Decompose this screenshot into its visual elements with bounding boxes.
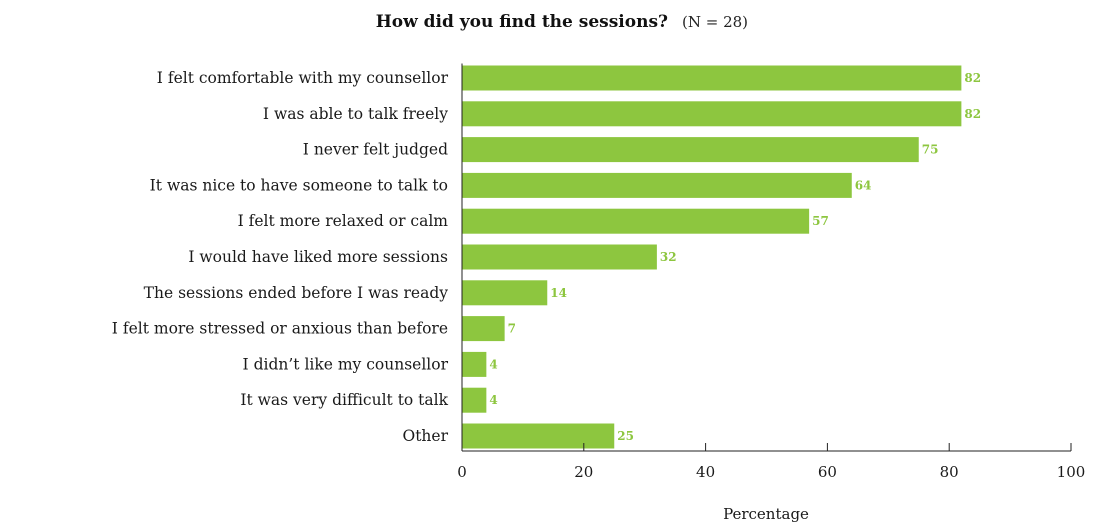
category-label: I was able to talk freely [263, 105, 448, 123]
x-tick-label: 80 [940, 463, 959, 481]
category-labels: I felt comfortable with my counsellor I w… [112, 69, 449, 445]
x-axis: 0 20 40 60 80 100 [457, 443, 1085, 481]
x-tick-label: 60 [818, 463, 837, 481]
x-tick-label: 0 [457, 463, 467, 481]
bar [462, 423, 615, 449]
category-label: I felt more relaxed or calm [238, 212, 449, 230]
bar [462, 137, 919, 163]
category-label: The sessions ended before I was ready [144, 284, 449, 302]
chart-subtitle: (N = 28) [682, 13, 748, 31]
bar [462, 65, 962, 91]
data-label: 57 [812, 214, 829, 228]
data-label: 4 [489, 393, 497, 407]
bar [462, 172, 852, 198]
category-label: Other [402, 427, 448, 445]
bar [462, 387, 487, 413]
category-label: I felt comfortable with my counsellor [157, 69, 449, 87]
data-label: 14 [550, 286, 567, 300]
category-label: I would have liked more sessions [188, 248, 448, 266]
chart-title: How did you find the sessions? [376, 12, 668, 32]
data-label: 82 [964, 71, 981, 85]
bar [462, 101, 962, 127]
data-label: 7 [508, 322, 516, 336]
value-labels: 82 82 75 64 57 32 14 7 4 4 25 [489, 71, 981, 443]
bars-layer [462, 65, 962, 449]
x-tick-label: 100 [1057, 463, 1086, 481]
bar [462, 244, 657, 270]
bar [462, 208, 810, 234]
x-tick-label: 40 [696, 463, 715, 481]
x-axis-title: Percentage [723, 505, 809, 523]
category-label: I never felt judged [303, 141, 448, 159]
category-label: It was very difficult to talk [240, 391, 448, 409]
bar [462, 316, 505, 342]
category-label: I felt more stressed or anxious than bef… [112, 320, 448, 338]
category-label: It was nice to have someone to talk to [150, 176, 448, 194]
x-ticks: 0 20 40 60 80 100 [457, 443, 1085, 481]
bar [462, 280, 548, 306]
data-label: 25 [617, 429, 634, 443]
category-label: I didn’t like my counsellor [243, 355, 449, 373]
data-label: 32 [660, 250, 677, 264]
data-label: 64 [855, 178, 872, 192]
data-label: 82 [964, 107, 981, 121]
bar [462, 351, 487, 377]
x-tick-label: 20 [574, 463, 593, 481]
data-label: 4 [489, 357, 497, 371]
data-label: 75 [922, 143, 939, 157]
